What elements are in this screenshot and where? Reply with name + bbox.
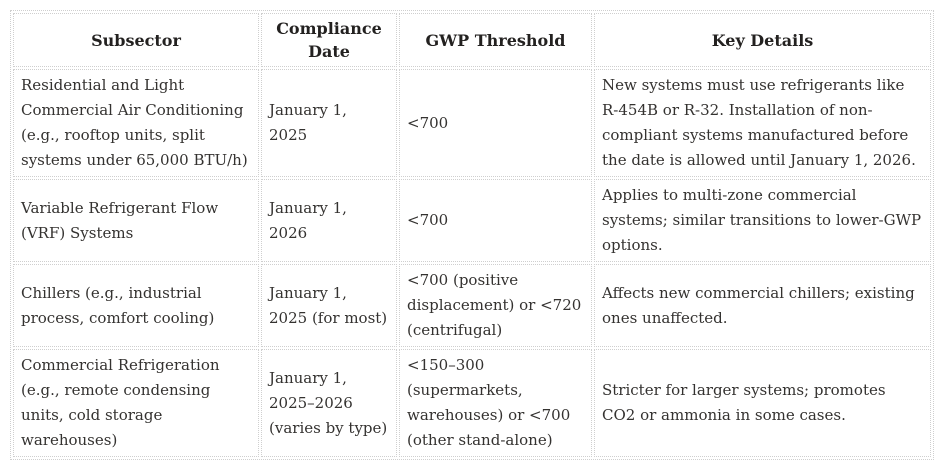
cell-gwp-threshold: <700 (positive displacement) or <720 (ce… [399, 264, 592, 347]
cell-key-details: New systems must use refrigerants like R… [594, 69, 931, 177]
column-header-gwp-threshold: GWP Threshold [399, 13, 592, 67]
cell-subsector: Chillers (e.g., industrial process, comf… [13, 264, 259, 347]
cell-key-details: Stricter for larger systems; promotes CO… [594, 349, 931, 457]
cell-compliance-date: January 1, 2026 [261, 179, 397, 262]
cell-compliance-date: January 1, 2025 (for most) [261, 264, 397, 347]
cell-key-details: Affects new commercial chillers; existin… [594, 264, 931, 347]
column-header-compliance-date: Compliance Date [261, 13, 397, 67]
column-header-subsector: Subsector [13, 13, 259, 67]
cell-gwp-threshold: <700 [399, 69, 592, 177]
cell-compliance-date: January 1, 2025–2026 (varies by type) [261, 349, 397, 457]
cell-subsector: Commercial Refrigeration (e.g., remote c… [13, 349, 259, 457]
cell-gwp-threshold: <700 [399, 179, 592, 262]
table-row: Chillers (e.g., industrial process, comf… [13, 264, 931, 347]
cell-compliance-date: January 1, 2025 [261, 69, 397, 177]
table-row: Residential and Light Commercial Air Con… [13, 69, 931, 177]
cell-gwp-threshold: <150–300 (supermarkets, warehouses) or <… [399, 349, 592, 457]
table-header: Subsector Compliance Date GWP Threshold … [13, 13, 931, 67]
table-body: Residential and Light Commercial Air Con… [13, 69, 931, 457]
table-row: Commercial Refrigeration (e.g., remote c… [13, 349, 931, 457]
header-row: Subsector Compliance Date GWP Threshold … [13, 13, 931, 67]
cell-subsector: Residential and Light Commercial Air Con… [13, 69, 259, 177]
table-row: Variable Refrigerant Flow (VRF) Systems J… [13, 179, 931, 262]
column-header-key-details: Key Details [594, 13, 931, 67]
gwp-compliance-table: Subsector Compliance Date GWP Threshold … [10, 10, 934, 460]
cell-key-details: Applies to multi-zone commercial systems… [594, 179, 931, 262]
cell-subsector: Variable Refrigerant Flow (VRF) Systems [13, 179, 259, 262]
